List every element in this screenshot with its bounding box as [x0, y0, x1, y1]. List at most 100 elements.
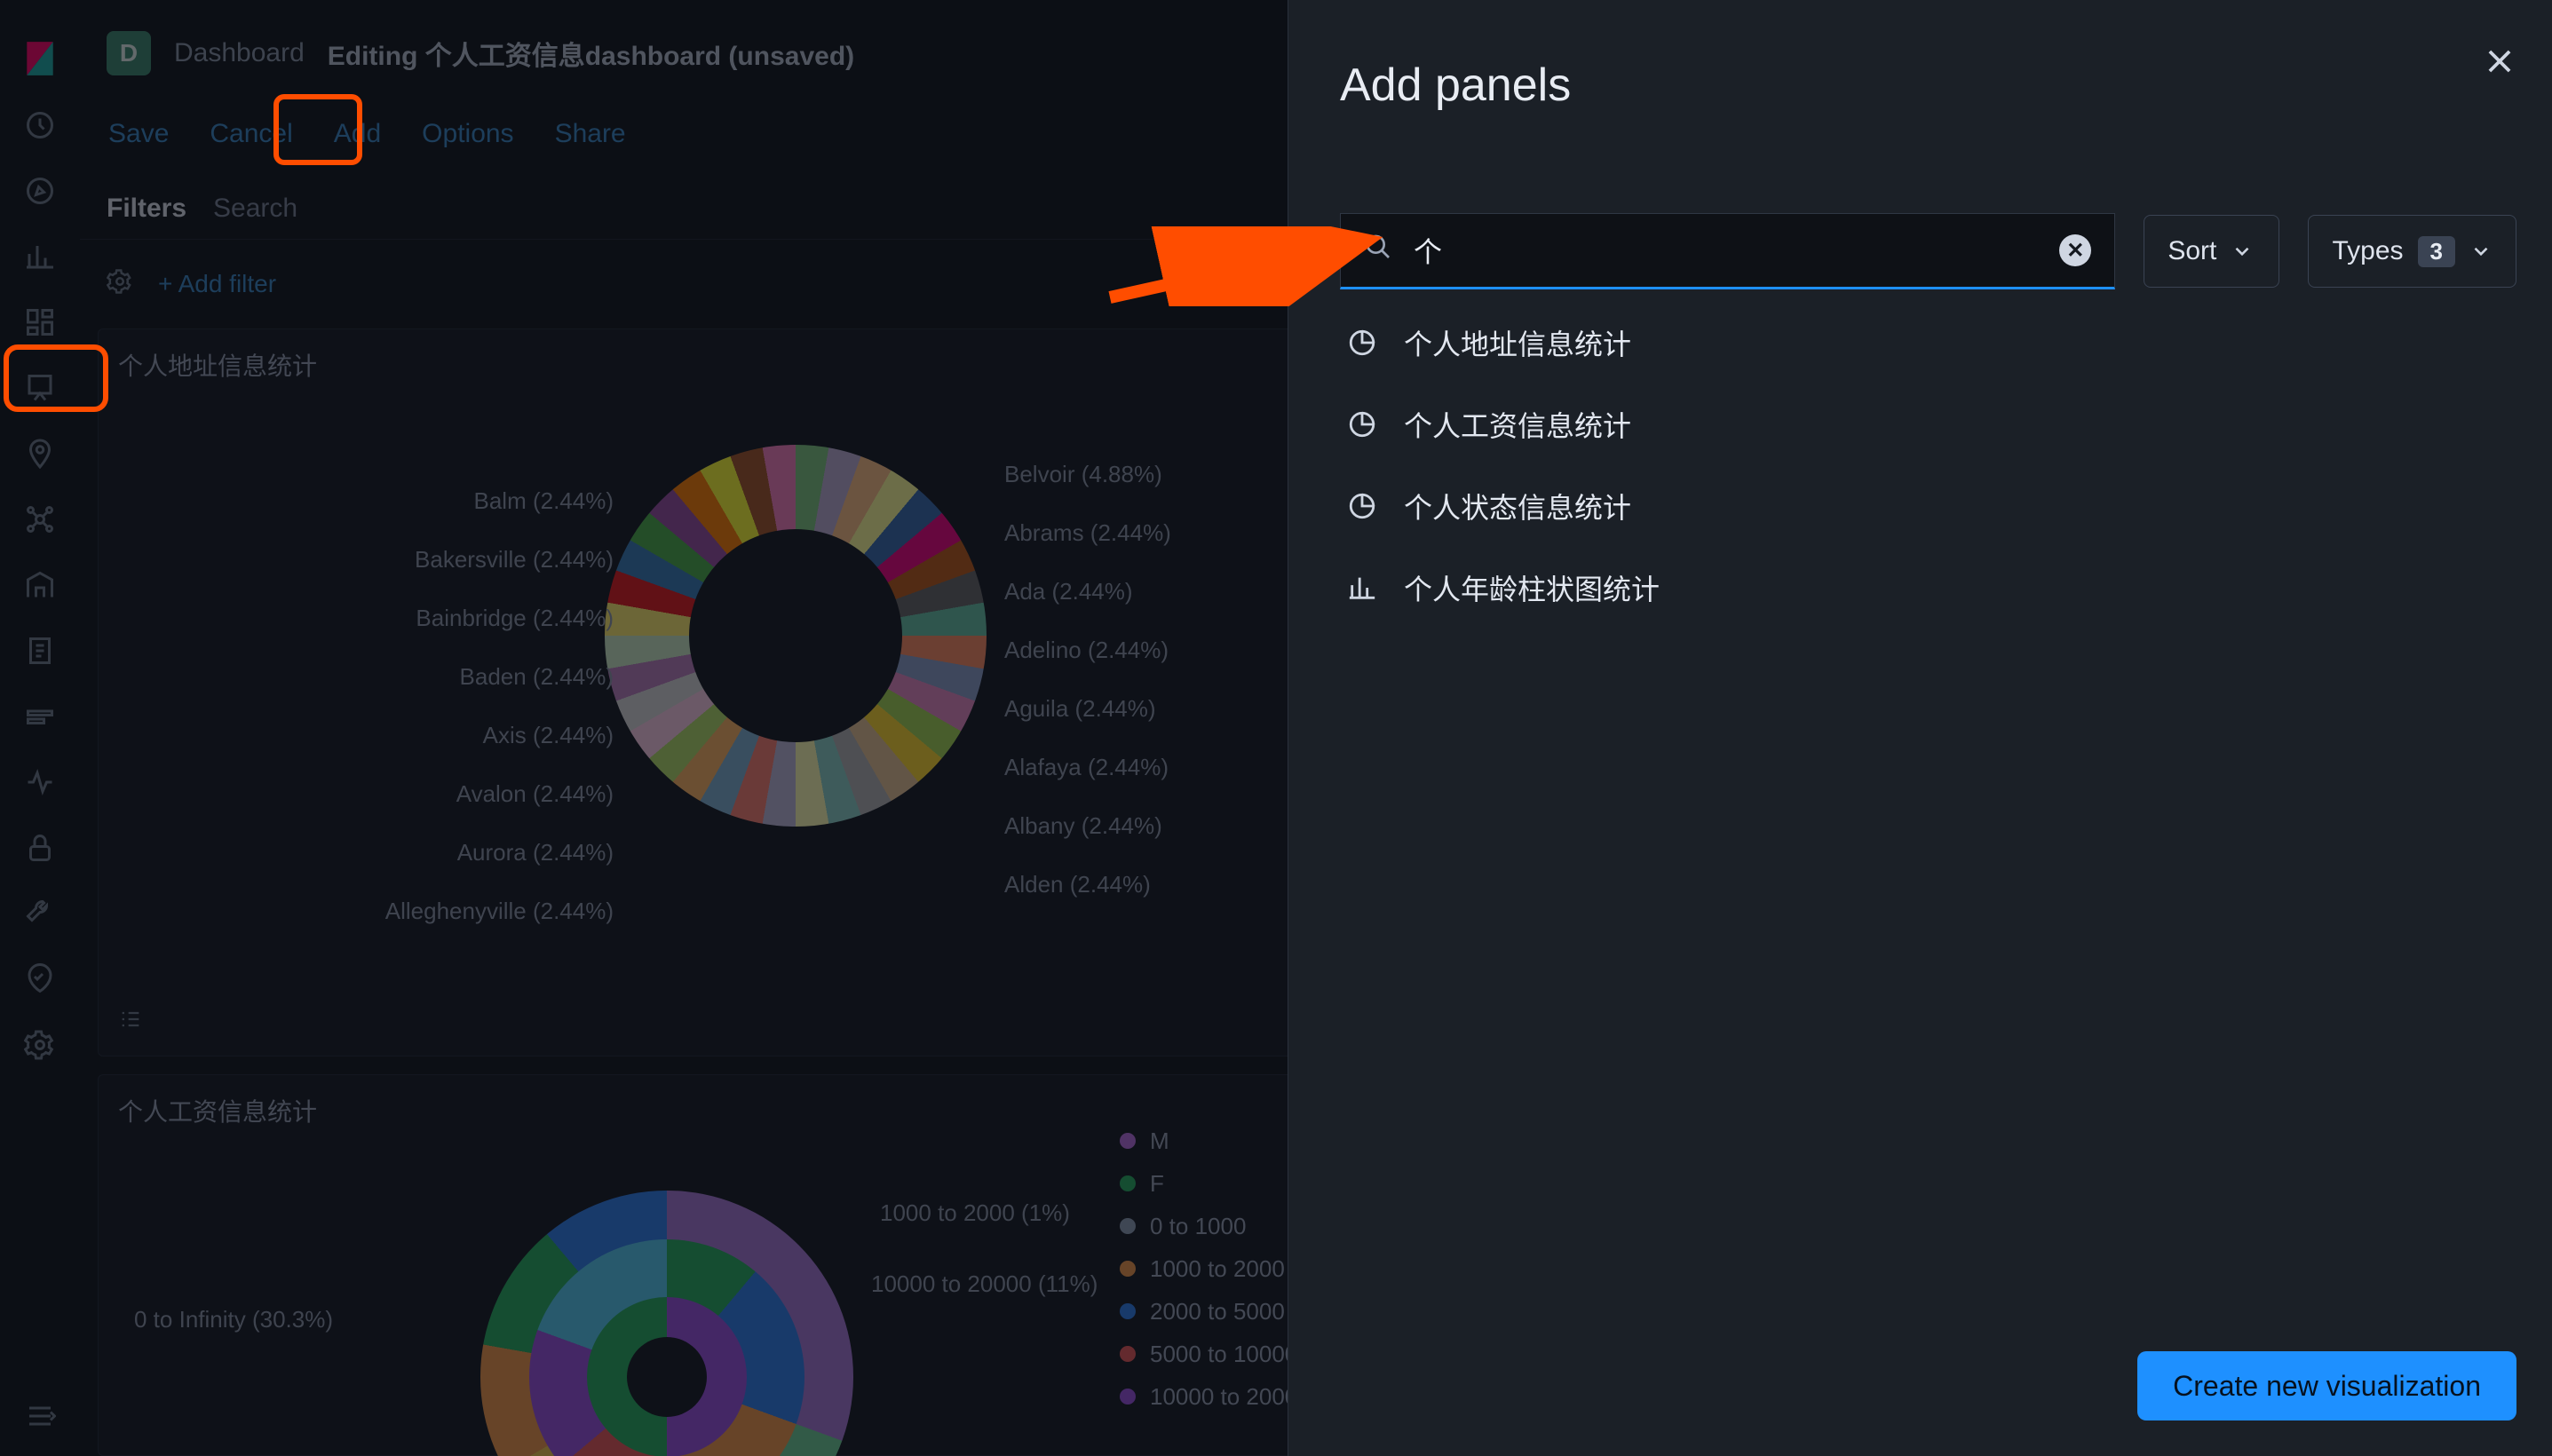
- left-nav-rail: [0, 13, 80, 1456]
- infra-icon[interactable]: [22, 567, 58, 603]
- filter-settings-gear-icon[interactable]: [107, 268, 133, 301]
- sort-button[interactable]: Sort: [2144, 215, 2279, 288]
- panel2-legend: MF 0 to 1000 1000 to 2000 2000 to 5000 5000 …: [1120, 1120, 1311, 1418]
- kibana-logo-icon[interactable]: [21, 40, 59, 77]
- legend-item[interactable]: 2000 to 5000: [1120, 1290, 1311, 1333]
- visualize-icon[interactable]: [22, 239, 58, 274]
- chart-label: Bainbridge (2.44%): [232, 589, 614, 647]
- collapse-icon[interactable]: [22, 1398, 58, 1434]
- panel-address-stats: 个人地址信息统计 Balm (2.44%)Bakersville (2.44%)…: [98, 328, 1350, 1056]
- result-label: 个人地址信息统计: [1404, 322, 1631, 363]
- pie-chart-icon: [1345, 326, 1379, 360]
- chart-label: Axis (2.44%): [232, 706, 614, 764]
- legend-swatch: [1120, 1133, 1136, 1149]
- search-result-item[interactable]: 个人工资信息统计: [1340, 384, 2516, 465]
- sort-label: Sort: [2168, 236, 2216, 266]
- legend-label: 2000 to 5000: [1150, 1298, 1285, 1325]
- panel-title: 个人地址信息统计: [118, 347, 317, 383]
- search-tab[interactable]: Search: [213, 194, 297, 224]
- legend-label: M: [1150, 1128, 1169, 1155]
- legend-swatch: [1120, 1175, 1136, 1191]
- chevron-down-icon: [2469, 240, 2493, 263]
- legend-label: 10000 to 20000: [1150, 1383, 1311, 1411]
- options-button[interactable]: Options: [411, 114, 524, 154]
- legend-item[interactable]: 0 to 1000: [1120, 1205, 1311, 1247]
- add-filter-button[interactable]: + Add filter: [158, 270, 276, 298]
- search-results-list: 个人地址信息统计 个人工资信息统计 个人状态信息统计 个人年龄柱状图统计: [1340, 302, 2516, 629]
- legend-label: 1000 to 2000: [1150, 1255, 1285, 1283]
- breadcrumb-editing: Editing 个人工资信息dashboard (unsaved): [328, 34, 854, 73]
- search-box: ✕: [1340, 213, 2115, 289]
- create-new-visualization-button[interactable]: Create new visualization: [2137, 1351, 2516, 1420]
- legend-item[interactable]: 5000 to 10000: [1120, 1333, 1311, 1375]
- search-result-item[interactable]: 个人地址信息统计: [1340, 302, 2516, 384]
- flyout-title: Add panels: [1340, 59, 1571, 112]
- donut-left-labels: Balm (2.44%)Bakersville (2.44%)Bainbridg…: [232, 471, 614, 940]
- flyout-search-row: ✕ Sort Types 3: [1340, 213, 2516, 289]
- nested-donut-chart: [480, 1191, 853, 1456]
- chart-label: Aurora (2.44%): [232, 823, 614, 882]
- dashboard-icon[interactable]: [22, 305, 58, 340]
- clear-search-icon[interactable]: ✕: [2059, 234, 2091, 266]
- dev-tools-icon[interactable]: [22, 896, 58, 931]
- management-icon[interactable]: [22, 1027, 58, 1063]
- donut2-label-right2: 10000 to 20000 (11%): [871, 1270, 1098, 1298]
- chart-label: Baden (2.44%): [232, 647, 614, 706]
- legend-swatch: [1120, 1346, 1136, 1362]
- legend-label: 5000 to 10000: [1150, 1341, 1297, 1368]
- types-count-badge: 3: [2418, 236, 2455, 267]
- search-result-item[interactable]: 个人年龄柱状图统计: [1340, 547, 2516, 629]
- legend-item[interactable]: 1000 to 2000: [1120, 1247, 1311, 1290]
- share-button[interactable]: Share: [544, 114, 637, 154]
- legend-label: F: [1150, 1170, 1164, 1198]
- apm-icon[interactable]: [22, 699, 58, 734]
- result-label: 个人年龄柱状图统计: [1404, 567, 1660, 608]
- result-label: 个人状态信息统计: [1404, 486, 1631, 526]
- ml-icon[interactable]: [22, 502, 58, 537]
- recent-icon[interactable]: [22, 107, 58, 143]
- chart-label: Avalon (2.44%): [232, 764, 614, 823]
- donut-chart-address: [605, 445, 987, 827]
- logs-icon[interactable]: [22, 633, 58, 669]
- pie-chart-icon: [1345, 489, 1379, 523]
- search-input[interactable]: [1414, 234, 2038, 267]
- panel-salary-stats: 个人工资信息统计 0 to Infinity (30.3%) 1000 to 2…: [98, 1074, 1350, 1456]
- legend-toggle-icon[interactable]: [118, 1007, 143, 1036]
- legend-swatch: [1120, 1218, 1136, 1234]
- search-result-item[interactable]: 个人状态信息统计: [1340, 465, 2516, 547]
- cancel-button[interactable]: Cancel: [199, 114, 303, 154]
- legend-label: 0 to 1000: [1150, 1213, 1246, 1240]
- discover-icon[interactable]: [22, 173, 58, 209]
- uptime-icon[interactable]: [22, 764, 58, 800]
- legend-item[interactable]: M: [1120, 1120, 1311, 1162]
- filters-tab[interactable]: Filters: [107, 194, 186, 224]
- monitoring-icon[interactable]: [22, 961, 58, 997]
- add-panels-flyout: Add panels ✕ Sort Types 3 个人地址信息统计 个人工资信…: [1288, 0, 2552, 1456]
- close-flyout-button[interactable]: [2483, 44, 2516, 83]
- result-label: 个人工资信息统计: [1404, 404, 1631, 445]
- donut2-label-right1: 1000 to 2000 (1%): [880, 1199, 1070, 1227]
- legend-swatch: [1120, 1261, 1136, 1277]
- pie-chart-icon: [1345, 408, 1379, 441]
- legend-item[interactable]: F: [1120, 1162, 1311, 1205]
- maps-icon[interactable]: [22, 436, 58, 471]
- add-button[interactable]: Add: [323, 114, 392, 154]
- legend-swatch: [1120, 1303, 1136, 1319]
- legend-swatch: [1120, 1389, 1136, 1405]
- save-button[interactable]: Save: [98, 114, 179, 154]
- bar-chart-icon: [1345, 571, 1379, 605]
- legend-item[interactable]: 10000 to 20000: [1120, 1375, 1311, 1418]
- search-icon: [1364, 233, 1392, 268]
- panel-title: 个人工资信息统计: [118, 1093, 317, 1128]
- chart-label: Bakersville (2.44%): [232, 530, 614, 589]
- types-filter-button[interactable]: Types 3: [2308, 215, 2516, 288]
- app-badge: D: [107, 31, 151, 75]
- chevron-down-icon: [2231, 240, 2254, 263]
- types-label: Types: [2332, 236, 2403, 266]
- breadcrumb-section[interactable]: Dashboard: [174, 38, 305, 68]
- chart-label: Balm (2.44%): [232, 471, 614, 530]
- canvas-icon[interactable]: [22, 370, 58, 406]
- donut2-label-left: 0 to Infinity (30.3%): [134, 1306, 333, 1333]
- chart-label: Alleghenyville (2.44%): [232, 882, 614, 940]
- security-icon[interactable]: [22, 830, 58, 866]
